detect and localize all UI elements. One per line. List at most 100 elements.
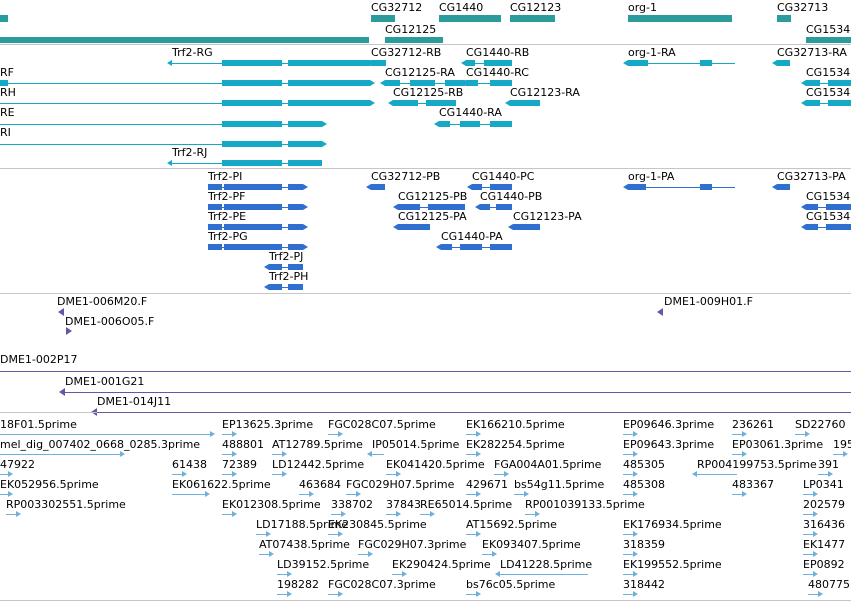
protein-trf2-pe-exon[interactable] <box>208 224 222 230</box>
transcript-cg32712-rb-exon[interactable] <box>371 60 386 66</box>
transcript-cg32713-ra-exon[interactable] <box>777 60 790 66</box>
protein-cg12125-pb-exon[interactable] <box>398 204 420 210</box>
protein-cg1440-pc-exon[interactable] <box>472 184 482 190</box>
protein-trf2-pi-exon[interactable] <box>224 184 282 190</box>
protein-trf2-pj-exon[interactable] <box>269 264 282 270</box>
transcript-cg1534-1-exon[interactable] <box>828 80 851 86</box>
protein-trf2-pe-exon[interactable] <box>288 224 303 230</box>
est-label: EK290424.5prime <box>392 558 491 571</box>
gene-glyph-org-1[interactable] <box>628 15 732 22</box>
transcript-cg12125-ra-exon[interactable] <box>445 80 465 86</box>
est-label: AT12789.5prime <box>272 438 363 451</box>
transcript-cg1534-2-exon[interactable] <box>828 100 851 106</box>
est-label: 72389 <box>222 458 257 471</box>
transcript-trf2-rg-exon[interactable] <box>222 60 282 66</box>
protein-cg32712-pb-exon[interactable] <box>371 184 385 190</box>
est-arrow-icon <box>210 431 215 437</box>
protein-trf2-pi-exon[interactable] <box>288 184 303 190</box>
protein-cg12125-pa-arrow-icon <box>393 224 398 230</box>
transcript-cg1440-ra-exon[interactable] <box>439 121 450 127</box>
protein-trf2-pg-exon[interactable] <box>208 244 222 250</box>
protein-cg12123-pa-exon[interactable] <box>513 224 540 230</box>
protein-cg1534-1-exon[interactable] <box>826 204 851 210</box>
transcript-trf2-re-exon[interactable] <box>288 121 322 127</box>
protein-trf2-pi-exon[interactable] <box>208 184 222 190</box>
transcript-trf2-rf-exon[interactable] <box>0 80 8 86</box>
est-glyph-line <box>623 494 633 495</box>
transcript-cg12123-ra-arrow-icon <box>505 100 510 106</box>
transcript-org-1-ra-exon[interactable] <box>700 60 712 66</box>
est-label: RE65014.5prime <box>420 498 513 511</box>
transcript-trf2-rf-exon[interactable] <box>288 80 370 86</box>
est-glyph-line <box>623 574 633 575</box>
est-label: RP001039133.5prime <box>525 498 645 511</box>
protein-trf2-pe-exon[interactable] <box>224 224 282 230</box>
gene-glyph-cg32712[interactable] <box>371 15 395 22</box>
protein-trf2-pj-exon[interactable] <box>288 264 303 270</box>
transcript-trf2-rf-exon[interactable] <box>222 80 282 86</box>
transcript-trf2-rj-exon[interactable] <box>288 160 322 166</box>
gene-glyph-cg12125[interactable] <box>385 37 443 43</box>
transcript-cg1534-1-exon[interactable] <box>806 80 820 86</box>
transcript-trf2-rj-exon[interactable] <box>222 160 282 166</box>
transcript-cg1440-rc-exon[interactable] <box>466 80 478 86</box>
est-arrow-icon <box>692 471 697 477</box>
protein-org-1-pa-exon[interactable] <box>700 184 712 190</box>
transcript-cg1440-ra-exon[interactable] <box>460 121 480 127</box>
transcript-cg1440-rb-exon[interactable] <box>484 60 512 66</box>
est-glyph-line <box>386 514 396 515</box>
protein-org-1-pa-exon[interactable] <box>628 184 646 190</box>
protein-cg12125-pa-exon[interactable] <box>398 224 430 230</box>
protein-trf2-pg-exon[interactable] <box>224 244 282 250</box>
gene-glyph[interactable] <box>0 15 8 22</box>
gene-glyph-cg1440[interactable] <box>439 15 501 22</box>
gene-glyph-cg1534[interactable] <box>806 37 851 43</box>
transcript-trf2-ri-exon[interactable] <box>288 141 322 147</box>
protein-cg1440-pb-exon[interactable] <box>496 204 512 210</box>
est-label: AT15692.5prime <box>466 518 557 531</box>
protein-trf2-pf-exon[interactable] <box>288 204 303 210</box>
gene-glyph-cg32713[interactable] <box>777 15 791 22</box>
protein-cg1534-2-exon[interactable] <box>806 224 818 230</box>
protein-trf2-ph-exon[interactable] <box>288 284 303 290</box>
protein-trf2-pg-exon[interactable] <box>288 244 303 250</box>
transcript-trf2-rh-exon[interactable] <box>222 100 282 106</box>
protein-trf2-pf-exon[interactable] <box>208 204 222 210</box>
gene-glyph-cg12123[interactable] <box>510 15 555 22</box>
protein-cg12125-pb-exon[interactable] <box>428 204 465 210</box>
protein-label: Trf2-PF <box>208 190 246 203</box>
transcript-trf2-ri-exon[interactable] <box>222 141 282 147</box>
est-arrow-icon <box>368 551 373 557</box>
transcript-org-1-ra-exon[interactable] <box>628 60 648 66</box>
transcript-cg12123-ra-exon[interactable] <box>510 100 540 106</box>
transcript-cg12125-rb-exon[interactable] <box>426 100 456 106</box>
transcript-cg12125-ra-exon[interactable] <box>410 80 435 86</box>
transcript-label: CG1440-RC <box>466 66 529 79</box>
transcript-cg1440-rb-exon[interactable] <box>466 60 475 66</box>
est-glyph-line <box>328 434 338 435</box>
clone-end-glyph-icon <box>66 327 72 335</box>
transcript-cg1440-ra-exon[interactable] <box>490 121 512 127</box>
protein-cg1440-pc-exon[interactable] <box>490 184 512 190</box>
transcript-cg1440-rc-exon[interactable] <box>490 80 512 86</box>
transcript-trf2-rg-exon[interactable] <box>288 60 370 66</box>
transcript-trf2-re-exon[interactable] <box>222 121 282 127</box>
protein-trf2-ph-exon[interactable] <box>269 284 282 290</box>
protein-org-1-pa-intron-line <box>628 187 735 188</box>
est-glyph-line <box>172 474 182 475</box>
transcript-trf2-rh-exon[interactable] <box>288 100 370 106</box>
protein-cg1440-pa-exon[interactable] <box>490 244 512 250</box>
transcript-label: CG1534 <box>806 66 851 79</box>
protein-cg1440-pa-exon[interactable] <box>460 244 482 250</box>
gene-glyph-trf2[interactable] <box>0 37 369 43</box>
protein-cg1440-pa-exon[interactable] <box>441 244 452 250</box>
protein-cg1534-1-exon[interactable] <box>806 204 818 210</box>
protein-trf2-pf-exon[interactable] <box>224 204 282 210</box>
transcript-cg12125-rb-exon[interactable] <box>393 100 418 106</box>
transcript-cg1534-2-exon[interactable] <box>806 100 820 106</box>
protein-cg1440-pb-exon[interactable] <box>480 204 490 210</box>
transcript-cg12125-ra-exon[interactable] <box>385 80 400 86</box>
protein-cg1534-2-exon[interactable] <box>826 224 851 230</box>
protein-cg32713-pa-exon[interactable] <box>777 184 790 190</box>
